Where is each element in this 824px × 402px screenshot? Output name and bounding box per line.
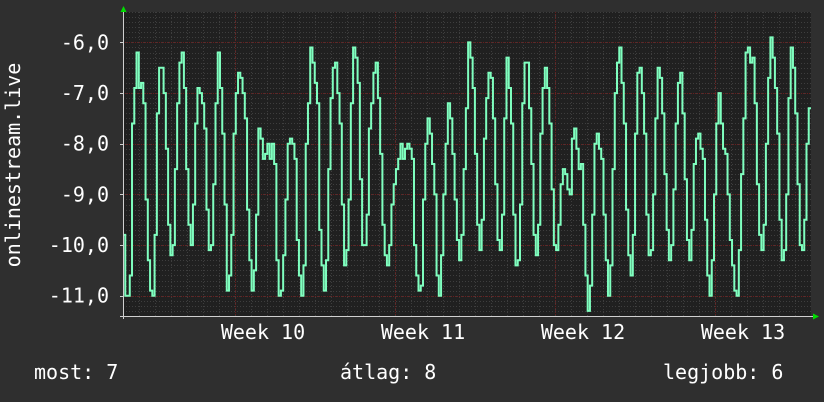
y-tick-label: -11,0 <box>49 284 109 308</box>
axes <box>120 6 819 320</box>
y-tick-label: -7,0 <box>61 81 109 105</box>
y-axis-label: onlinestream.live <box>1 63 25 268</box>
series-line <box>123 36 811 312</box>
y-tick-label: -10,0 <box>49 233 109 257</box>
x-axis-arrow <box>813 313 819 320</box>
chart: -6,0-7,0-8,0-9,0-10,0-11,0 Week 10 Week 1… <box>1 6 819 344</box>
y-tick-label: -8,0 <box>61 132 109 156</box>
average-value: átlag: 8 <box>340 360 437 384</box>
y-tick-label: -9,0 <box>61 182 109 206</box>
best-value: legjobb: 6 <box>663 360 784 384</box>
series-layer <box>123 36 811 312</box>
y-tick-labels: -6,0 -7,0 -8,0 -9,0 -10,0 -11,0 <box>49 30 123 308</box>
x-tick-label: Week 12 <box>541 320 625 344</box>
y-axis-arrow <box>120 6 127 12</box>
y-tick-label: -6,0 <box>61 30 109 54</box>
x-tick-label: Week 10 <box>221 320 305 344</box>
x-tick-labels: Week 10 Week 11 Week 12 Week 13 <box>221 320 785 344</box>
x-tick-label: Week 13 <box>701 320 785 344</box>
current-value: most: 7 <box>34 360 119 384</box>
x-tick-label: Week 11 <box>381 320 465 344</box>
